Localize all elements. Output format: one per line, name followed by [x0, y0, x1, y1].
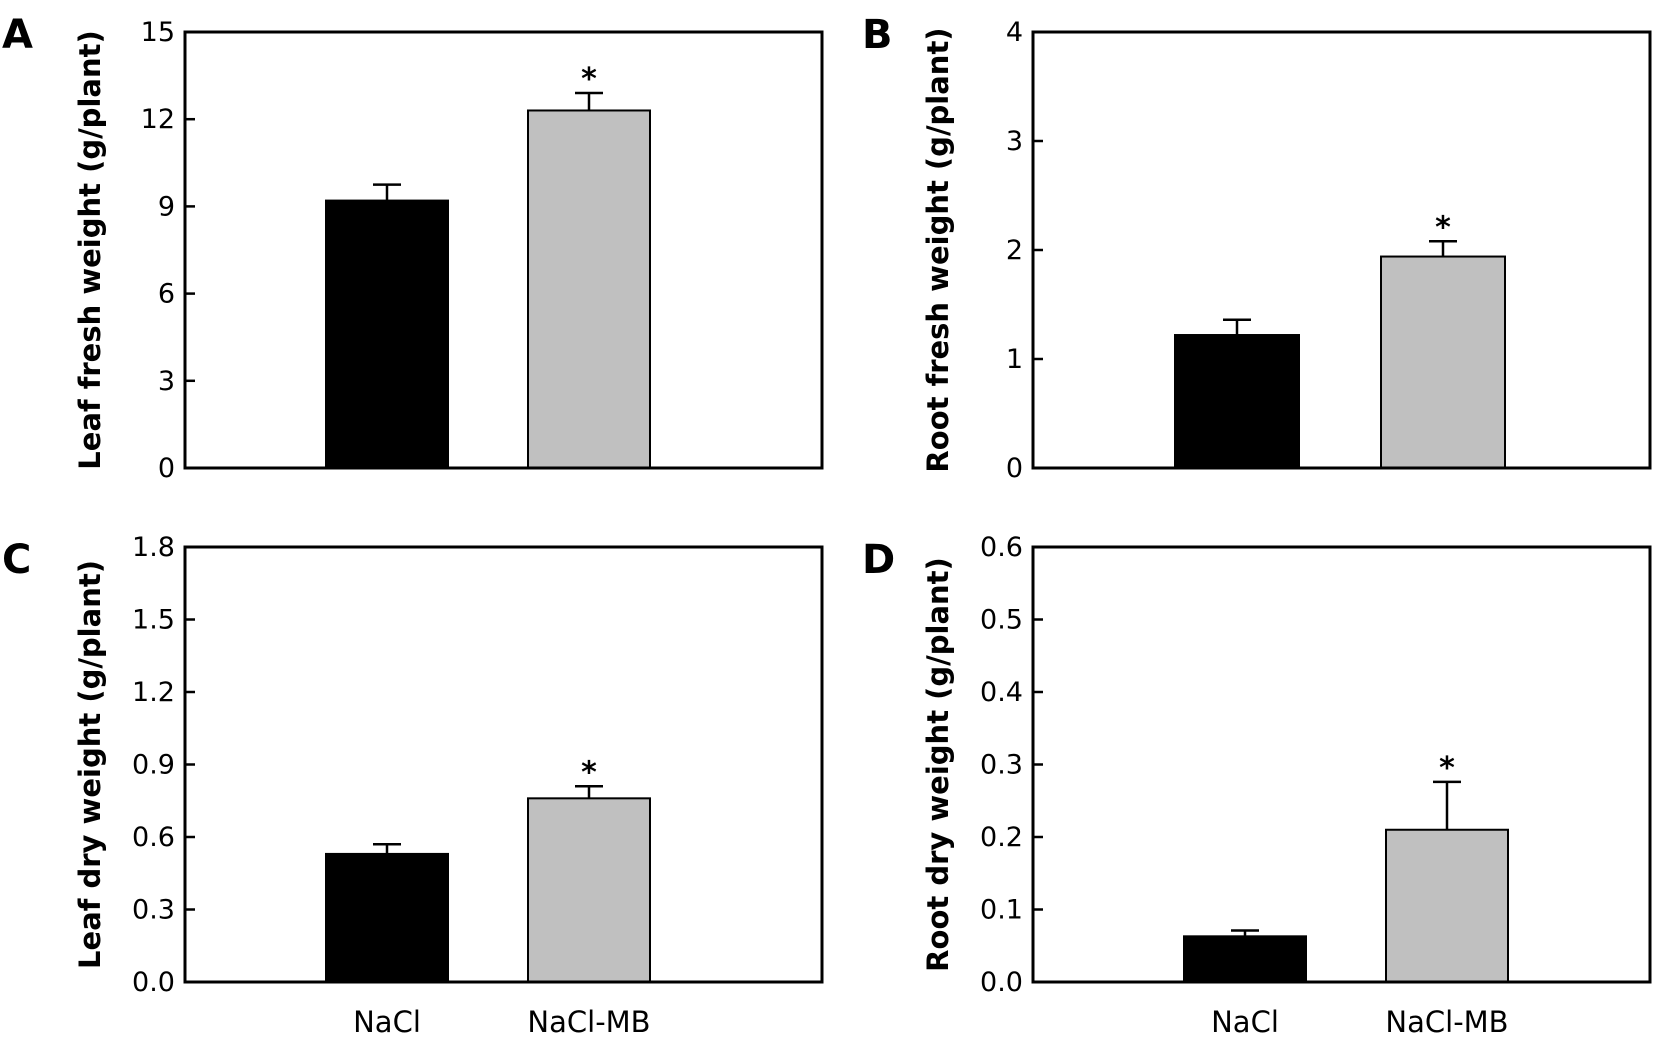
- y-axis-label: Root fresh weight (g/plant): [921, 27, 955, 472]
- y-tick-label: 2: [1006, 235, 1023, 266]
- y-tick-label: 0.0: [132, 967, 175, 998]
- y-tick-label: 1.8: [132, 532, 175, 563]
- y-tick-label: 9: [158, 191, 175, 222]
- y-tick-label: 15: [141, 17, 175, 48]
- y-tick-label: 6: [158, 279, 175, 310]
- panel-letter: C: [2, 537, 31, 583]
- y-tick-label: 0.0: [980, 967, 1023, 998]
- plot-frame: [183, 545, 824, 984]
- bar: [325, 199, 449, 469]
- plot-frame: [1031, 545, 1652, 984]
- y-tick-label: 0.6: [132, 822, 175, 853]
- y-tick-label: 0.6: [980, 532, 1023, 563]
- panel-letter: B: [862, 12, 893, 58]
- y-tick-label: 0: [158, 453, 175, 484]
- y-tick-label: 3: [158, 366, 175, 397]
- y-tick-label: 12: [141, 104, 175, 135]
- y-tick-label: 3: [1006, 126, 1023, 157]
- y-axis-label: Leaf dry weight (g/plant): [73, 560, 107, 969]
- y-tick-label: 0.3: [132, 895, 175, 926]
- bar: [1183, 935, 1307, 984]
- y-tick-label: 0.9: [132, 750, 175, 781]
- x-category-label: NaCl-MB: [1385, 1005, 1508, 1039]
- significance-marker: *: [1435, 210, 1451, 245]
- y-tick-label: 1.5: [132, 605, 175, 636]
- y-tick-label: 1: [1006, 344, 1023, 375]
- x-category-label: NaCl: [353, 1005, 421, 1039]
- y-axis-label: Leaf fresh weight (g/plant): [73, 30, 107, 469]
- significance-marker: *: [581, 62, 597, 97]
- y-tick-label: 0.2: [980, 822, 1023, 853]
- x-category-label: NaCl: [1211, 1005, 1279, 1039]
- plot-frame: [183, 30, 824, 470]
- x-category-label: NaCl-MB: [527, 1005, 650, 1039]
- bar: [325, 852, 449, 984]
- y-tick-label: 0.5: [980, 605, 1023, 636]
- y-tick-label: 0.4: [980, 677, 1023, 708]
- significance-marker: *: [1439, 751, 1455, 786]
- bar: [527, 797, 651, 983]
- y-tick-label: 4: [1006, 17, 1023, 48]
- significance-marker: *: [581, 755, 597, 790]
- bar: [1380, 255, 1506, 470]
- plot-frame: [1031, 30, 1652, 470]
- bar: [1385, 828, 1509, 983]
- panel-letter: D: [862, 537, 895, 583]
- y-tick-label: 1.2: [132, 677, 175, 708]
- bar: [1174, 334, 1300, 469]
- y-tick-label: 0: [1006, 453, 1023, 484]
- panel-letter: A: [2, 12, 33, 58]
- y-axis-label: Root dry weight (g/plant): [921, 557, 955, 972]
- y-tick-label: 0.3: [980, 750, 1023, 781]
- bar: [527, 109, 651, 469]
- y-tick-label: 0.1: [980, 895, 1023, 926]
